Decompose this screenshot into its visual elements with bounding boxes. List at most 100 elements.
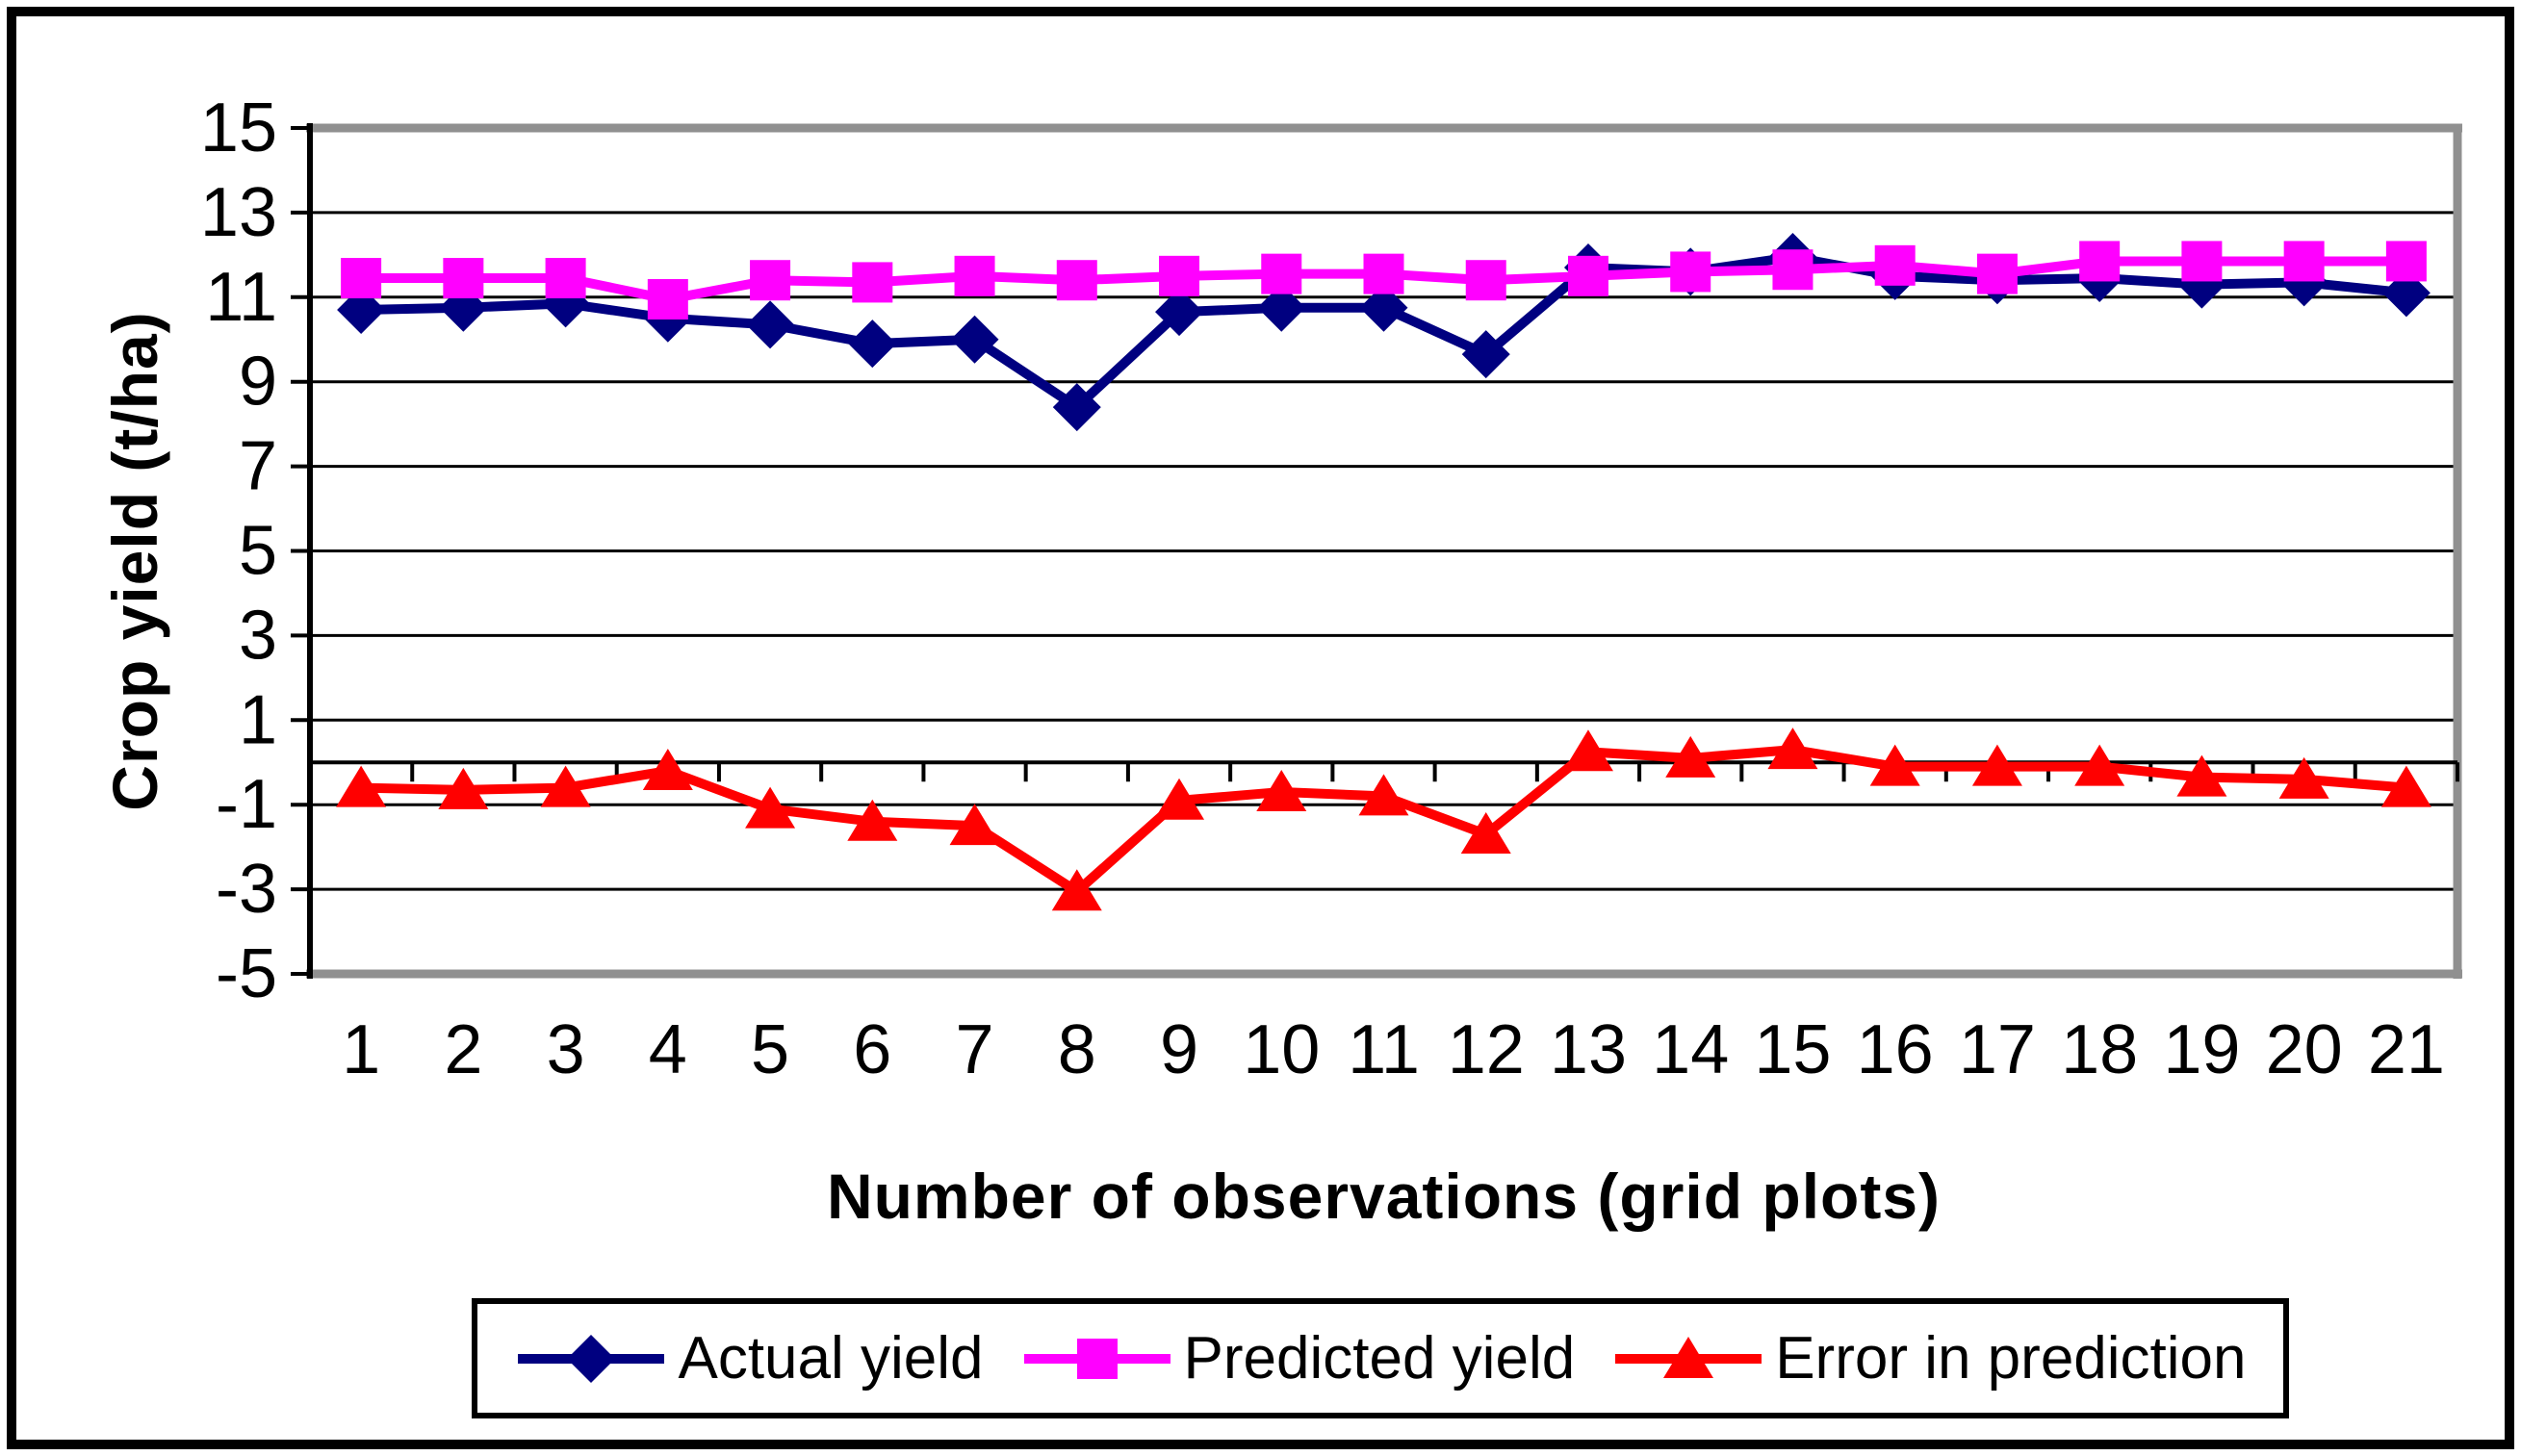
- data-point-predicted-yield: [1363, 253, 1404, 294]
- y-tick-label: -1: [216, 766, 277, 843]
- x-tick-label: 9: [1160, 1011, 1198, 1088]
- data-point-predicted-yield: [1772, 249, 1814, 291]
- data-point-error-in-prediction: [1051, 869, 1102, 911]
- legend: Actual yield Predicted yield Error in pr…: [472, 1298, 2289, 1418]
- data-point-error-in-prediction: [2074, 744, 2125, 786]
- legend-item-actual-yield: Actual yield: [514, 1316, 984, 1402]
- data-point-error-in-prediction: [336, 765, 387, 807]
- data-point-predicted-yield: [1056, 260, 1097, 301]
- x-tick-label: 12: [1448, 1011, 1525, 1088]
- legend-item-predicted-yield: Predicted yield: [1020, 1316, 1576, 1402]
- data-point-error-in-prediction: [1154, 778, 1205, 820]
- data-point-error-in-prediction: [1971, 744, 2022, 786]
- data-point-error-in-prediction: [949, 804, 1000, 846]
- data-point-predicted-yield: [443, 258, 484, 299]
- data-point-error-in-prediction: [847, 799, 898, 841]
- data-point-error-in-prediction: [1665, 735, 1716, 778]
- data-point-error-in-prediction: [642, 749, 693, 791]
- x-tick-label: 19: [2163, 1011, 2240, 1088]
- y-tick-label: 15: [200, 89, 277, 166]
- x-tick-label: 16: [1857, 1011, 1934, 1088]
- data-point-actual-yield: [1461, 330, 1510, 379]
- data-point-error-in-prediction: [2278, 756, 2329, 799]
- data-point-actual-yield: [1052, 383, 1101, 432]
- x-axis-title: Number of observations (grid plots): [826, 1161, 1942, 1232]
- legend-label: Predicted yield: [1183, 1325, 1576, 1392]
- x-tick-label: 4: [649, 1011, 687, 1088]
- x-tick-label: 21: [2368, 1011, 2445, 1088]
- legend-marker-sample: [1663, 1336, 1714, 1378]
- legend-marker-sample: [567, 1334, 616, 1383]
- legend-label: Actual yield: [678, 1325, 984, 1392]
- data-point-predicted-yield: [1670, 251, 1711, 293]
- x-tick-label: 13: [1550, 1011, 1627, 1088]
- data-point-error-in-prediction: [540, 765, 591, 807]
- data-point-error-in-prediction: [1460, 811, 1511, 854]
- x-tick-label: 6: [853, 1011, 891, 1088]
- data-point-error-in-prediction: [1562, 729, 1613, 772]
- legend-item-error-in-prediction: Error in prediction: [1611, 1316, 2247, 1402]
- x-tick-label: 2: [444, 1011, 482, 1088]
- data-point-predicted-yield: [1465, 260, 1506, 301]
- y-tick-label: 7: [239, 428, 277, 505]
- data-point-actual-yield: [848, 319, 897, 369]
- y-tick-label: 1: [239, 681, 277, 758]
- x-tick-label: 15: [1754, 1011, 1831, 1088]
- x-tick-label: 14: [1652, 1011, 1729, 1088]
- y-tick-label: 9: [239, 344, 277, 421]
- data-point-error-in-prediction: [1256, 770, 1307, 812]
- data-point-predicted-yield: [750, 260, 791, 301]
- legend-label: Error in prediction: [1775, 1325, 2247, 1392]
- plot-area-border: [306, 123, 2462, 979]
- data-point-actual-yield: [950, 315, 999, 364]
- data-point-error-in-prediction: [1869, 744, 1920, 786]
- data-point-error-in-prediction: [1767, 728, 1818, 770]
- data-point-predicted-yield: [1567, 255, 1608, 296]
- y-tick-label: -3: [216, 851, 277, 928]
- data-point-actual-yield: [746, 300, 795, 349]
- data-point-actual-yield: [1257, 283, 1306, 332]
- y-tick-label: -5: [216, 935, 277, 1012]
- data-point-predicted-yield: [2181, 241, 2223, 282]
- x-tick-label: 5: [751, 1011, 789, 1088]
- data-point-predicted-yield: [647, 278, 688, 319]
- data-point-predicted-yield: [2283, 241, 2325, 282]
- actual-yield-marker-icon: [518, 1334, 665, 1383]
- legend-marker-sample: [1076, 1338, 1118, 1379]
- x-tick-label: 7: [956, 1011, 994, 1088]
- data-point-predicted-yield: [545, 258, 586, 299]
- data-point-predicted-yield: [954, 255, 995, 296]
- data-point-predicted-yield: [1261, 253, 1302, 294]
- data-point-error-in-prediction: [745, 786, 796, 829]
- data-point-error-in-prediction: [1358, 774, 1409, 816]
- data-point-error-in-prediction: [438, 767, 489, 809]
- data-point-predicted-yield: [341, 258, 382, 299]
- data-point-predicted-yield: [1874, 244, 1916, 286]
- data-point-predicted-yield: [2385, 241, 2427, 282]
- data-point-predicted-yield: [2079, 241, 2121, 282]
- data-point-predicted-yield: [1159, 255, 1200, 296]
- data-point-error-in-prediction: [2176, 754, 2227, 797]
- y-tick-label: 11: [205, 259, 277, 336]
- y-tick-label: 5: [239, 513, 277, 590]
- data-point-actual-yield: [1155, 288, 1204, 337]
- series-lines: [336, 233, 2431, 911]
- x-tick-label: 1: [342, 1011, 380, 1088]
- y-tick-label: 3: [239, 597, 277, 674]
- data-point-predicted-yield: [852, 262, 893, 303]
- x-tick-label: 10: [1243, 1011, 1320, 1088]
- x-tick-label: 8: [1058, 1011, 1096, 1088]
- x-tick-label: 20: [2266, 1011, 2343, 1088]
- y-tick-label: 13: [200, 174, 277, 251]
- x-tick-label: 18: [2061, 1011, 2138, 1088]
- x-tick-label: 3: [547, 1011, 585, 1088]
- data-point-actual-yield: [1359, 283, 1408, 332]
- predicted-yield-marker-icon: [1023, 1338, 1170, 1379]
- x-tick-label: 17: [1959, 1011, 2036, 1088]
- data-point-predicted-yield: [1976, 253, 2018, 294]
- data-point-error-in-prediction: [2380, 765, 2431, 807]
- x-tick-label: 11: [1348, 1011, 1420, 1088]
